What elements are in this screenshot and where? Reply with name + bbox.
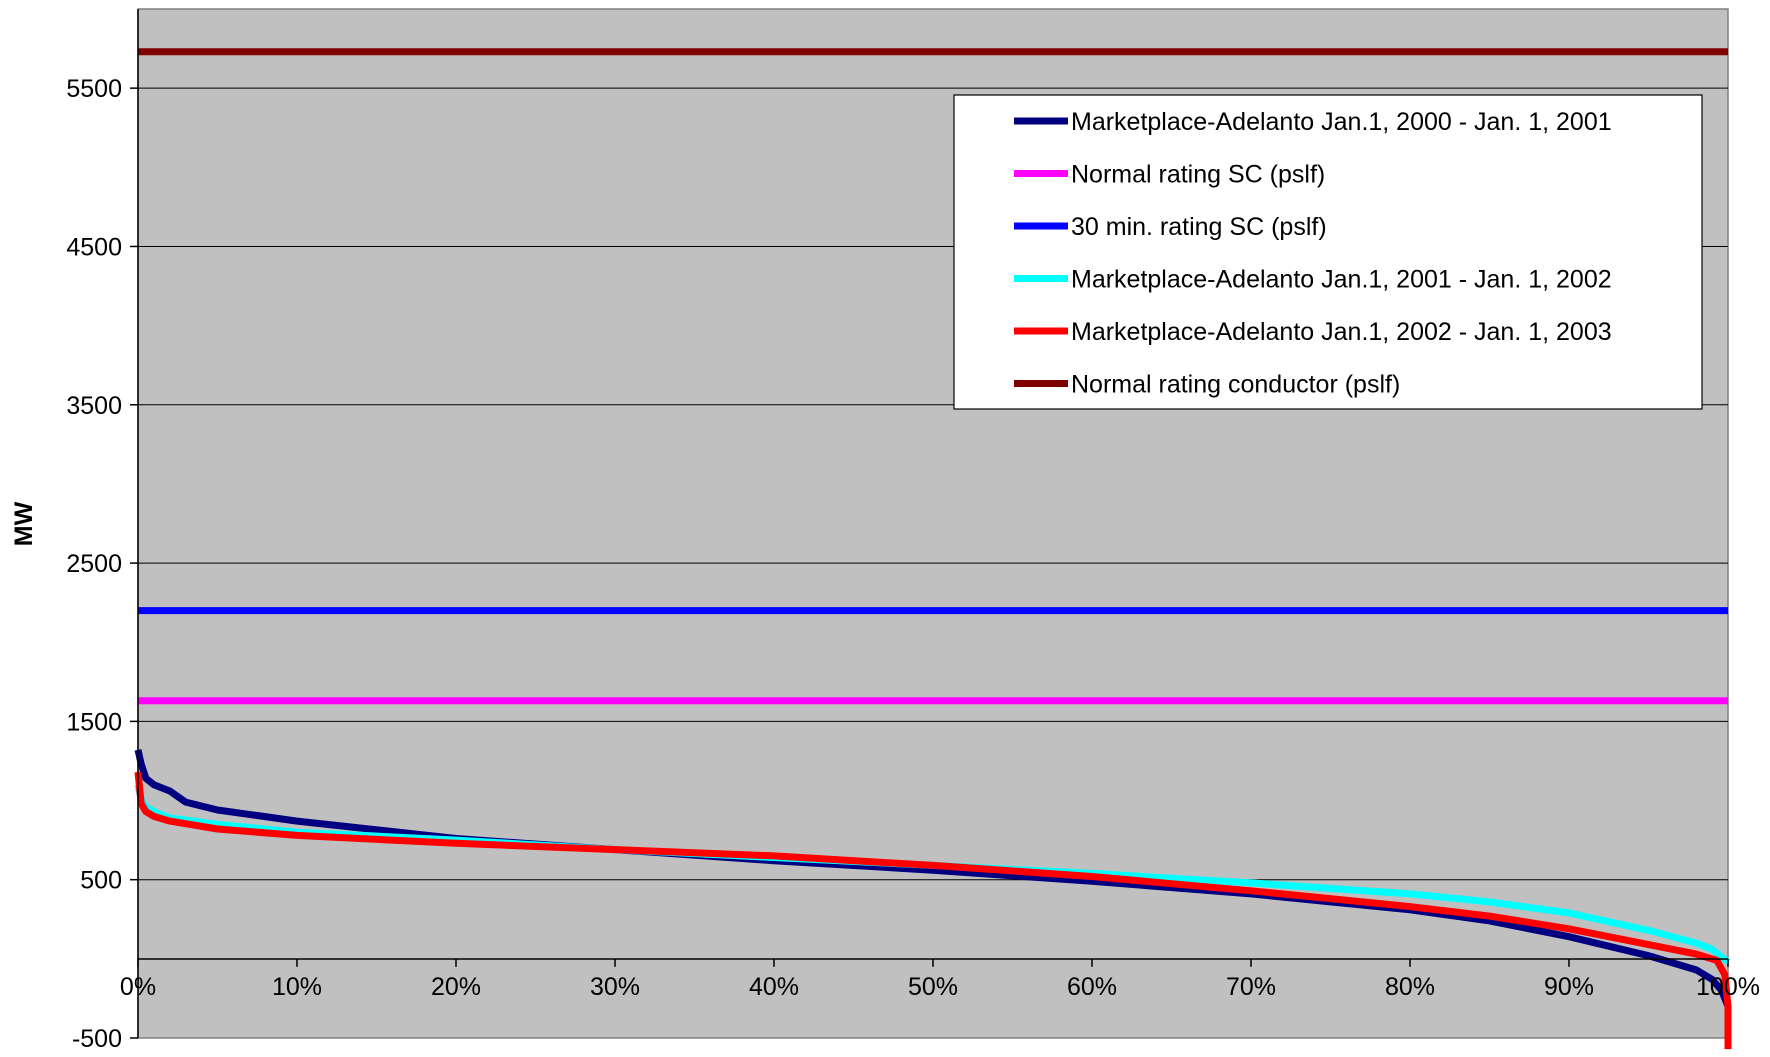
y-tick-label: 3500 xyxy=(66,392,122,420)
x-tick-label: 70% xyxy=(1226,973,1276,1001)
x-tick-label: 40% xyxy=(749,973,799,1001)
legend: Marketplace-Adelanto Jan.1, 2000 - Jan. … xyxy=(953,94,1703,410)
series-layer xyxy=(134,48,1732,1050)
legend-label: Marketplace-Adelanto Jan.1, 2001 - Jan. … xyxy=(1071,266,1612,294)
x-tick-label: 100% xyxy=(1696,973,1760,1001)
y-tick-label: 5500 xyxy=(66,75,122,103)
x-tick-label: 20% xyxy=(431,973,481,1001)
legend-label: Marketplace-Adelanto Jan.1, 2002 - Jan. … xyxy=(1071,318,1612,346)
legend-box xyxy=(953,94,1703,410)
y-tick-label: 500 xyxy=(80,867,122,895)
series-line xyxy=(134,771,1732,1050)
legend-label: 30 min. rating SC (pslf) xyxy=(1071,213,1327,241)
x-tick-label: 90% xyxy=(1544,973,1594,1001)
y-tick-label: 2500 xyxy=(66,550,122,578)
x-tick-label: 10% xyxy=(272,973,322,1001)
x-tick-label: 0% xyxy=(120,973,156,1001)
x-tick-label: 30% xyxy=(590,973,640,1001)
legend-label: Normal rating SC (pslf) xyxy=(1071,161,1325,189)
y-axis-label: MW xyxy=(10,501,38,546)
legend-label: Marketplace-Adelanto Jan.1, 2000 - Jan. … xyxy=(1071,108,1612,136)
x-tick-label: 60% xyxy=(1067,973,1117,1001)
y-tick-label: 4500 xyxy=(66,233,122,261)
x-tick-label: 80% xyxy=(1385,973,1435,1001)
y-tick-label: 1500 xyxy=(66,708,122,736)
ticks-layer: -500 500 1500 2500 3500 4500 5500 0% 10% 20% 30% 40… xyxy=(66,75,1760,1053)
grid-layer xyxy=(138,87,1728,881)
legend-label: Normal rating conductor (pslf) xyxy=(1071,371,1400,399)
series-line xyxy=(134,749,1732,1008)
y-tick-label: -500 xyxy=(72,1025,122,1052)
x-tick-label: 50% xyxy=(908,973,958,1001)
